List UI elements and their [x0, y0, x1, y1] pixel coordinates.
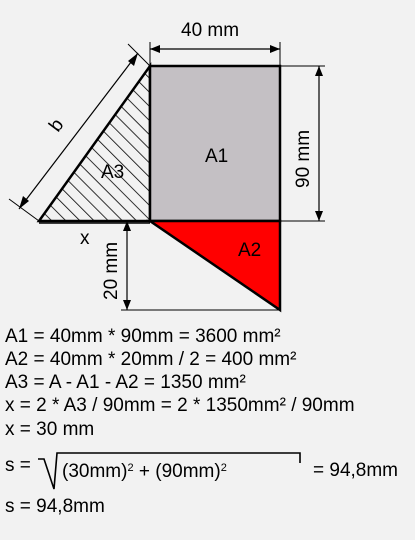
- radicand-plus: +: [138, 461, 150, 482]
- calc-line-6-radicand: (30mm)2 + (90mm)2: [62, 458, 227, 482]
- dimension-right-label: 90 mm: [293, 130, 314, 188]
- calc-line-6-result: = 94,8mm: [313, 460, 399, 481]
- dimension-left-small-label: 20 mm: [101, 242, 122, 300]
- geometry-diagram: 40 mm 90 mm 20 mm b x A1 A2 A3: [8, 20, 325, 313]
- calc-line-4: x = 2 * A3 / 90mm = 2 * 1350mm² / 90mm: [5, 395, 355, 416]
- calc-line-1: A1 = 40mm * 90mm = 3600 mm²: [5, 326, 281, 347]
- dimension-top-label: 40 mm: [181, 20, 239, 41]
- area-a3-label: A3: [101, 162, 124, 183]
- radicand-term-1: (30mm): [62, 461, 128, 482]
- dimension-b: [8, 43, 151, 222]
- area-a3-triangle: [36, 62, 152, 223]
- calc-line-7: s = 94,8mm: [5, 496, 105, 517]
- area-a1-label: A1: [205, 146, 228, 167]
- calc-line-6-lhs: s =: [5, 455, 31, 476]
- area-a1-rectangle: [148, 64, 282, 223]
- area-a2-triangle: [145, 219, 282, 313]
- dimension-x-label: x: [80, 228, 90, 249]
- radicand-term-2: (90mm): [155, 461, 221, 482]
- radicand-exponent-2: 2: [220, 462, 227, 474]
- square-root-sign: [38, 452, 301, 490]
- calc-line-5: x = 30 mm: [5, 419, 95, 440]
- dimension-b-label: b: [45, 115, 68, 136]
- radicand-exponent-1: 2: [127, 462, 134, 474]
- dimension-left-small: [121, 221, 280, 311]
- dimension-right: [280, 65, 325, 222]
- dimension-top: [149, 42, 281, 66]
- calc-line-3: A3 = A - A1 - A2 = 1350 mm²: [5, 372, 246, 393]
- area-a2-label: A2: [238, 240, 261, 261]
- calc-line-2: A2 = 40mm * 20mm / 2 = 400 mm²: [5, 349, 297, 370]
